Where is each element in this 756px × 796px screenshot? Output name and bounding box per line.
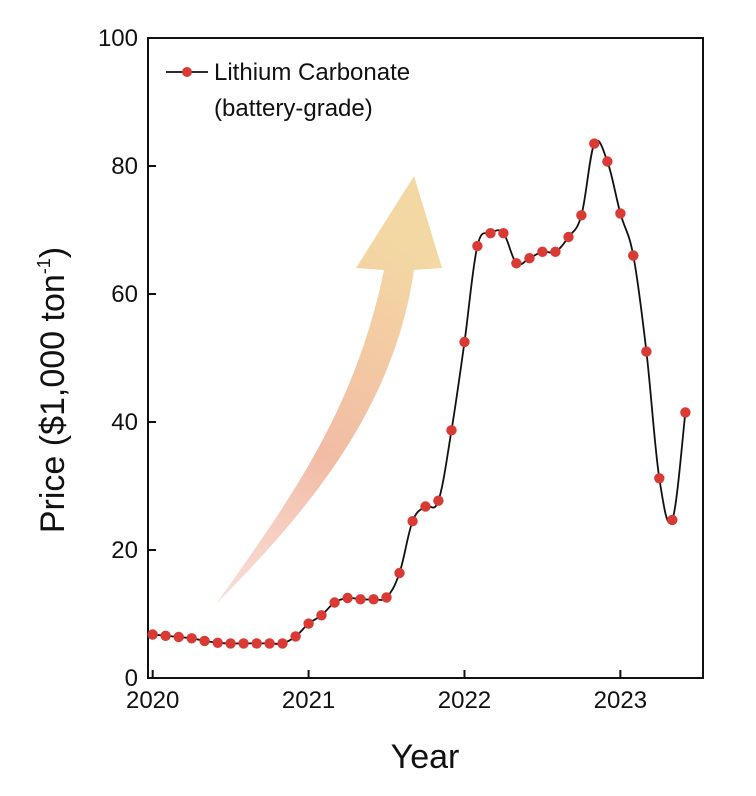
data-point [407,516,418,527]
data-point [602,156,613,167]
data-point [459,336,470,348]
growth-arrow [216,176,442,604]
series-markers [147,138,691,649]
y-axis-title-main: Price ($1,000 ton [34,274,72,533]
data-point [667,514,678,526]
x-tick-label: 2021 [282,687,335,714]
data-point [563,231,574,243]
x-tick-label: 2022 [438,687,491,714]
y-axis-title-close: ) [34,247,72,258]
data-point [186,633,197,644]
data-point [511,258,522,269]
data-point [680,407,691,418]
data-point [485,228,496,239]
data-point [225,638,236,649]
x-axis-ticks: 2020 2021 2022 2023 [126,670,647,714]
data-point [524,253,535,264]
data-point [303,618,314,629]
data-point [576,210,587,221]
data-point [290,631,301,642]
x-tick-label: 2023 [594,687,647,714]
data-point [160,630,171,641]
data-point [264,638,275,649]
data-point [537,246,548,257]
data-point [615,208,626,219]
data-point [329,597,340,608]
data-point [498,228,509,239]
data-point [628,250,639,261]
data-point [433,495,444,506]
y-axis-title: Price ($1,000 ton-1) [34,247,72,533]
legend-label: Lithium Carbonate [214,59,410,86]
data-point [550,246,561,257]
data-point [381,592,392,603]
y-tick-label: 20 [111,537,138,564]
data-point [199,635,210,647]
y-axis-ticks: 0 20 40 60 80 100 [98,25,156,692]
legend-label-line2: (battery-grade) [214,95,373,122]
y-tick-label: 100 [98,25,138,52]
data-point [277,638,288,649]
data-point [654,473,665,484]
x-tick-label: 2020 [126,687,179,714]
data-point [355,594,366,605]
data-point [420,501,431,512]
x-axis-title: Year [391,738,460,776]
legend: Lithium Carbonate (battery-grade) [166,59,410,122]
data-point [641,346,652,357]
data-point [173,631,184,643]
y-tick-label: 60 [111,281,138,308]
y-tick-label: 40 [111,409,138,436]
plot-frame [147,37,704,679]
data-point [316,610,327,621]
y-axis-title-superscript: -1 [34,258,54,274]
data-point [589,138,600,149]
data-point [238,638,249,649]
data-point [147,629,158,640]
data-point [368,594,379,605]
data-point [394,567,405,579]
data-point [342,592,353,604]
data-point [446,425,457,436]
data-point [251,638,262,649]
y-tick-label: 80 [111,153,138,180]
y-tick-label: 0 [125,665,138,692]
data-point [472,240,483,252]
legend-marker-swatch [182,67,192,77]
data-point [212,637,223,648]
